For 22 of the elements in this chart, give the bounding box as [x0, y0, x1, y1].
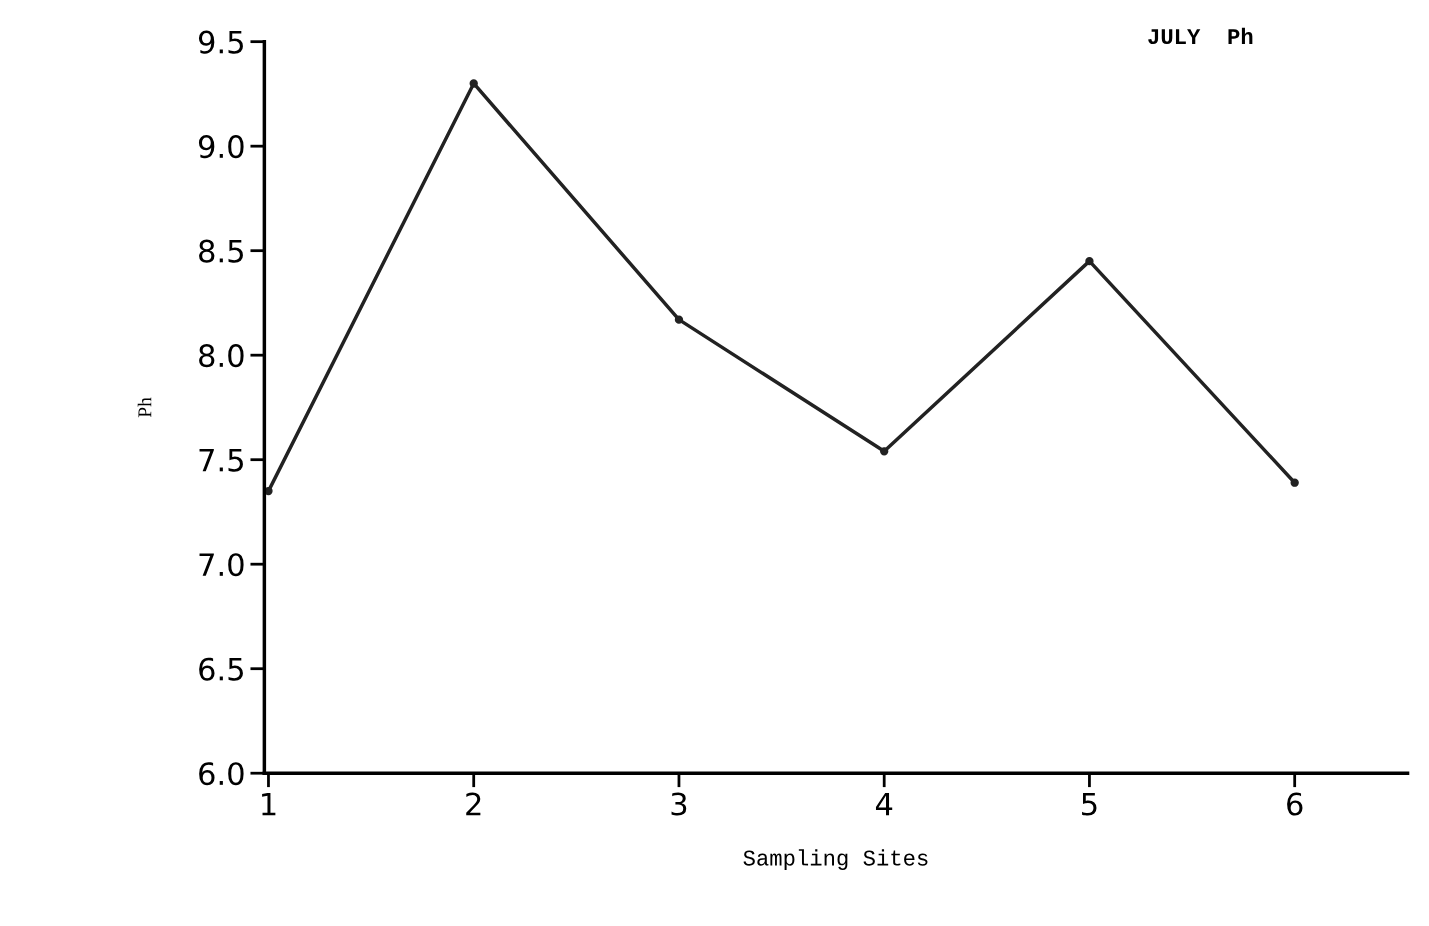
point — [469, 79, 478, 88]
y-tick-label: 6.5 — [199, 657, 243, 681]
x-axis-title: Sampling Sites — [743, 849, 928, 871]
y-tick-label: 7.0 — [199, 553, 244, 577]
point — [880, 447, 889, 456]
y-tick-label: 6.0 — [199, 762, 244, 786]
point — [674, 315, 684, 324]
y-tick-label: 8.5 — [199, 239, 243, 263]
y-tick-label: 8.0 — [199, 344, 244, 368]
chart-title: JULY Ph — [1148, 27, 1253, 45]
point — [1085, 256, 1094, 266]
point — [1290, 478, 1299, 487]
y-tick-label: 9.0 — [198, 135, 244, 159]
x-tick-label: 3 — [671, 792, 687, 816]
y-tick-label: 9.5 — [198, 30, 243, 54]
y-tick-label: 7.5 — [199, 449, 243, 472]
x-tick-label: 4 — [875, 792, 893, 816]
x-tick-label: 5 — [1082, 792, 1097, 816]
x-tick-label: 2 — [466, 792, 481, 816]
x-tick-label: 1 — [262, 792, 276, 816]
x-tick-label: 6 — [1287, 792, 1303, 816]
y-axis-title: Ph — [137, 397, 152, 418]
